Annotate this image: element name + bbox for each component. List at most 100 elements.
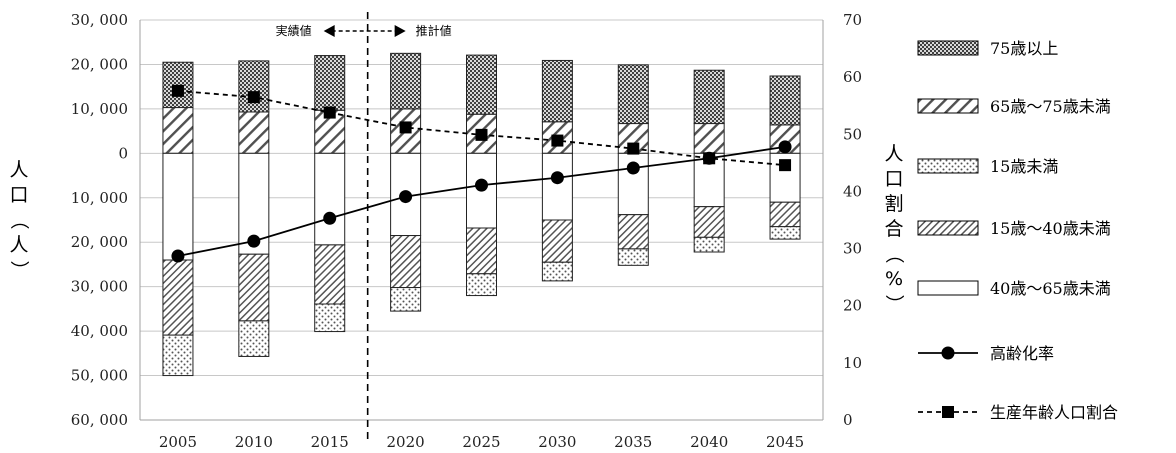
legend-item: 40歳～65歳未満 <box>917 279 1111 298</box>
bar-segment <box>238 320 270 357</box>
right-tick-label: 70 <box>843 11 862 29</box>
x-tick-label: 2015 <box>311 433 349 451</box>
left-tick-label: 0 <box>118 144 128 162</box>
right-tick-label: 40 <box>843 182 862 200</box>
bar-segment <box>238 111 270 154</box>
axis-title-char: （ <box>883 244 905 263</box>
data-point <box>171 249 185 263</box>
legend-swatch <box>917 158 979 174</box>
left-arrow-head <box>323 25 335 37</box>
legend-marker <box>941 346 955 360</box>
legend-marker <box>942 406 954 418</box>
right-tick-label: 30 <box>843 240 862 258</box>
bar-segment <box>390 52 422 110</box>
right-tick-label: 50 <box>843 125 862 143</box>
axis-title-char: 合 <box>884 218 903 240</box>
bar-segment <box>162 107 194 154</box>
legend-label: 75歳以上 <box>990 39 1058 58</box>
axes <box>139 20 824 421</box>
estimate-label: 推計値 <box>416 23 452 38</box>
bar-segment <box>617 64 649 125</box>
bar-segment <box>162 334 194 377</box>
axis-title-char: 人 <box>9 234 28 256</box>
legend-item: 高齢化率 <box>918 344 1054 363</box>
x-tick-label: 2025 <box>462 433 500 451</box>
bar-segment <box>314 152 346 246</box>
bar-segment <box>617 214 649 250</box>
data-point <box>323 106 336 119</box>
data-point <box>171 84 184 97</box>
legend-item: 15歳～40歳未満 <box>917 219 1111 238</box>
right-axis-title: 人口割合 （% ） <box>883 143 905 314</box>
data-point <box>627 142 640 155</box>
legend-label: 高齢化率 <box>990 344 1054 363</box>
axis-title-char: ） <box>883 294 905 313</box>
data-point <box>626 161 640 175</box>
legend-label: 15歳未満 <box>990 157 1058 176</box>
right-arrow-head <box>394 25 406 37</box>
axis-title-char: ） <box>8 260 30 279</box>
left-axis-title: 人口（人） <box>8 159 30 280</box>
legend-label: 15歳～40歳未満 <box>990 219 1111 238</box>
data-point <box>779 159 792 172</box>
bar-segment <box>162 259 194 336</box>
bar-segment <box>541 219 573 263</box>
bar-segment <box>314 55 346 111</box>
x-tick-label: 2040 <box>690 433 728 451</box>
axis-title-char: 人 <box>9 159 28 181</box>
axis-labels: 30, 000 20, 000 10, 000 0 10, 000 20, 000 30, … <box>8 11 905 451</box>
legend-label: 65歳～75歳未満 <box>990 97 1111 116</box>
data-point <box>550 171 564 185</box>
bar-segment <box>541 261 573 282</box>
legend-swatch <box>917 40 979 56</box>
data-point <box>399 190 413 204</box>
legend-item: 75歳以上 <box>917 39 1058 58</box>
bar-segment <box>541 152 573 221</box>
data-point <box>551 134 564 147</box>
legend-item: 15歳未満 <box>917 157 1058 176</box>
legend-item: 生産年齢人口割合 <box>918 403 1118 422</box>
x-tick-label: 2005 <box>159 433 197 451</box>
right-tick-label: 0 <box>843 411 853 429</box>
bar-segment <box>466 273 497 297</box>
bar-segment <box>314 303 346 333</box>
legend-label: 40歳～65歳未満 <box>990 279 1111 298</box>
bar-segment <box>466 54 497 115</box>
axis-title-char: 人 <box>884 143 903 165</box>
legend-swatch <box>917 220 979 236</box>
data-point <box>247 91 260 104</box>
axis-title-char: 割 <box>884 193 903 215</box>
actual-label: 実績値 <box>276 23 312 38</box>
line-series <box>171 84 792 263</box>
right-tick-label: 60 <box>843 68 862 86</box>
bar-segment <box>693 236 725 253</box>
legend-swatch <box>917 98 979 114</box>
axis-title-char: % <box>885 268 903 290</box>
left-tick-label: 10, 000 <box>71 100 128 118</box>
axis-title-char: （ <box>8 210 30 229</box>
bar-segment <box>769 226 801 240</box>
data-point <box>247 234 261 248</box>
left-tick-label: 30, 000 <box>71 11 128 29</box>
bar-segment <box>541 59 573 123</box>
bar-segment <box>390 235 422 289</box>
bar-segment <box>769 201 801 228</box>
bar-segment <box>314 244 346 305</box>
right-tick-label: 20 <box>843 297 862 315</box>
legend: 75歳以上 65歳～75歳未満 15歳未満 15歳～40歳未満 40歳～65歳未満高齢化… <box>917 39 1118 422</box>
left-tick-label: 60, 000 <box>71 411 128 429</box>
right-tick-label: 10 <box>843 354 862 372</box>
left-tick-label: 20, 000 <box>71 233 128 251</box>
data-point <box>475 128 488 141</box>
bar-segment <box>693 123 725 154</box>
data-point <box>399 121 412 134</box>
x-tick-label: 2010 <box>235 433 273 451</box>
x-tick-label: 2045 <box>766 433 804 451</box>
legend-swatch <box>917 280 979 296</box>
bar-segment <box>238 253 270 322</box>
axis-title-char: 口 <box>9 184 28 206</box>
bar-segment <box>238 60 270 113</box>
left-tick-label: 50, 000 <box>71 367 128 385</box>
left-tick-label: 10, 000 <box>71 189 128 207</box>
